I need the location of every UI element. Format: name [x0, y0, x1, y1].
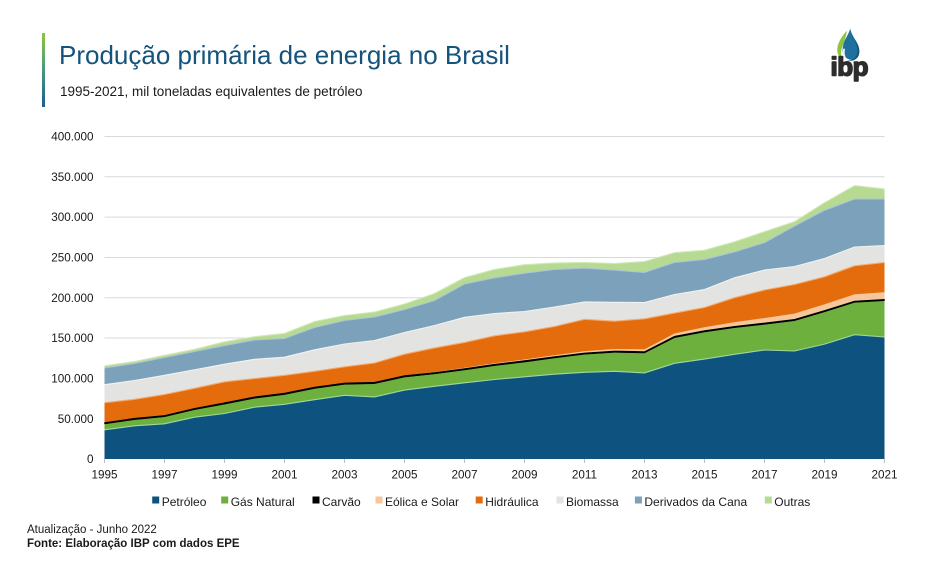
- svg-text:1999: 1999: [211, 469, 237, 482]
- svg-text:2009: 2009: [511, 469, 537, 482]
- svg-text:2003: 2003: [331, 469, 357, 482]
- svg-text:2005: 2005: [391, 469, 418, 482]
- svg-text:1997: 1997: [151, 469, 177, 482]
- svg-text:2007: 2007: [451, 469, 477, 482]
- svg-text:0: 0: [87, 453, 94, 466]
- svg-text:Outras: Outras: [774, 495, 810, 509]
- svg-text:1995: 1995: [91, 469, 118, 482]
- svg-text:100.000: 100.000: [51, 372, 94, 385]
- svg-text:300.000: 300.000: [51, 211, 94, 224]
- svg-text:Derivados da Cana: Derivados da Cana: [644, 495, 747, 509]
- svg-text:Gás Natural: Gás Natural: [231, 495, 295, 509]
- svg-text:200.000: 200.000: [51, 292, 94, 305]
- svg-text:2017: 2017: [751, 469, 777, 482]
- svg-text:350.000: 350.000: [51, 171, 94, 184]
- svg-text:50.000: 50.000: [58, 413, 94, 426]
- svg-text:150.000: 150.000: [51, 332, 94, 345]
- svg-text:Eólica e Solar: Eólica e Solar: [385, 495, 459, 509]
- svg-text:2013: 2013: [631, 469, 657, 482]
- svg-text:2019: 2019: [811, 469, 837, 482]
- svg-text:Petróleo: Petróleo: [162, 495, 207, 509]
- svg-text:2011: 2011: [572, 469, 597, 482]
- svg-text:Hidráulica: Hidráulica: [485, 495, 539, 509]
- svg-text:Biomassa: Biomassa: [566, 495, 619, 509]
- svg-text:250.000: 250.000: [51, 252, 94, 265]
- svg-text:ibp: ibp: [831, 52, 869, 82]
- svg-text:400.000: 400.000: [51, 131, 94, 144]
- svg-text:Carvão: Carvão: [322, 495, 361, 509]
- svg-text:2015: 2015: [691, 469, 718, 482]
- svg-text:2021: 2021: [871, 469, 897, 482]
- svg-text:2001: 2001: [271, 469, 297, 482]
